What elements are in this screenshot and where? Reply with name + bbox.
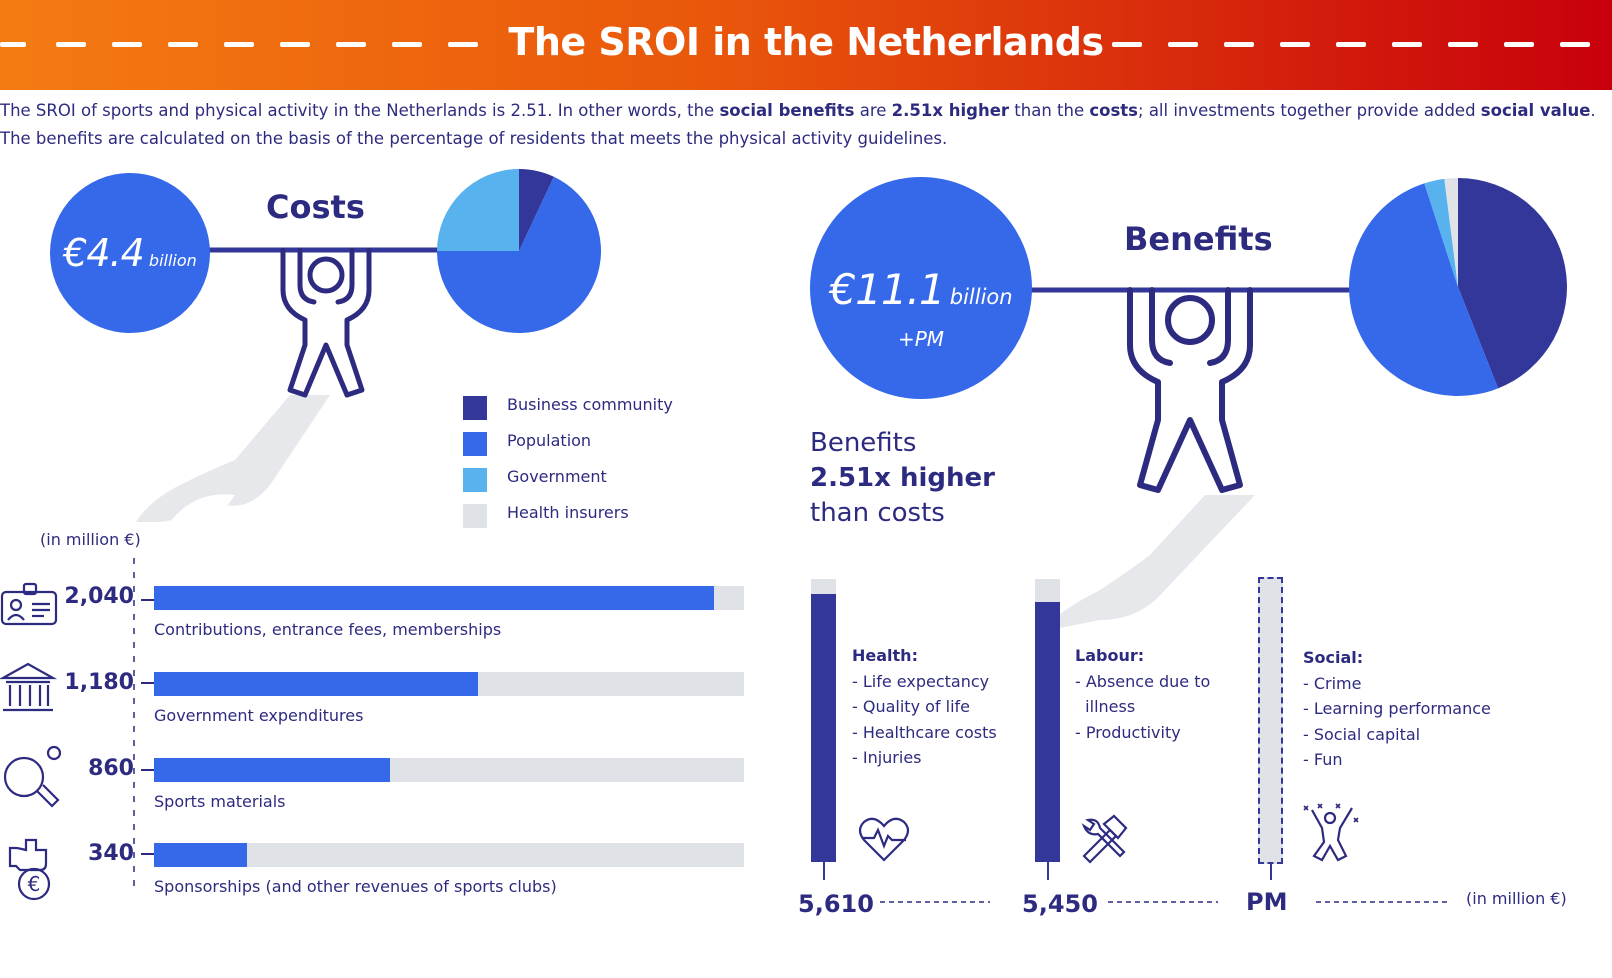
costs-amount: €4.4	[63, 231, 145, 275]
cost-bar-label: Government expenditures	[154, 706, 364, 725]
category-heading: Labour:	[1075, 646, 1145, 665]
costs-axis-lines	[133, 558, 154, 886]
benefits-unit-label: (in million €)	[1466, 889, 1567, 908]
benefit-bar-track	[811, 579, 836, 862]
category-heading: Health:	[852, 646, 918, 665]
costs-weightlifter-graphic	[136, 247, 450, 522]
benefit-bar-tick	[1269, 862, 1272, 880]
svg-text:€: €	[28, 872, 41, 896]
legend-swatch	[463, 504, 487, 528]
table-tennis-icon	[3, 745, 62, 808]
pie-slice-population	[437, 176, 601, 333]
cost-value: 340	[88, 841, 134, 866]
cost-bar-label: Sponsorships (and other revenues of spor…	[154, 877, 557, 896]
legend-swatch	[463, 468, 487, 492]
costs-pie-chart	[437, 169, 601, 333]
benefit-category-labour: Labour: - Absence due to illness - Produ…	[1075, 643, 1210, 745]
category-item: - Learning performance	[1303, 699, 1491, 718]
category-heading: Social:	[1303, 648, 1364, 667]
pie-slice-business-community	[519, 169, 554, 251]
benefit-bar-pm	[1258, 577, 1283, 864]
category-item: - Crime	[1303, 673, 1362, 693]
benefit-bar-tick	[822, 862, 825, 880]
page-title: The SROI in the Netherlands	[508, 20, 1104, 64]
hand-euro-coin-icon: €	[8, 838, 51, 901]
cost-bar-track	[154, 586, 744, 610]
cost-bar-track	[154, 672, 744, 696]
category-item: - Fun	[1303, 750, 1343, 769]
pie-slice-government	[1424, 178, 1458, 287]
benefits-extra: +PM	[897, 327, 945, 351]
social-value: PM	[1246, 888, 1288, 916]
benefit-bar	[1035, 601, 1060, 862]
pie-slice-health-insurers	[1444, 178, 1458, 287]
cost-bar	[154, 843, 248, 867]
benefit-bar-track	[1035, 579, 1060, 862]
benefit-bar	[811, 594, 836, 862]
benefits-weightlifter-graphic	[1030, 287, 1350, 632]
comparison-line1: Benefits	[810, 428, 917, 458]
costs-total-circle: €4.4 billion	[50, 173, 210, 333]
cost-bar-label: Contributions, entrance fees, membership…	[154, 620, 502, 639]
id-card-icon	[0, 582, 58, 626]
category-item: - Life expectancy	[852, 671, 990, 691]
benefits-total-circle: €11.1 billion +PM	[810, 177, 1032, 399]
cost-bar-track	[154, 843, 744, 867]
legend-label: Population	[507, 431, 592, 450]
cost-value: 2,040	[64, 584, 134, 609]
comparison-line3: than costs	[810, 498, 945, 528]
government-building-icon	[0, 662, 58, 712]
legend-swatch	[463, 432, 487, 456]
benefits-amount: €11.1	[829, 265, 945, 314]
category-item: - Productivity	[1075, 722, 1181, 742]
intro-text: The SROI of sports and physical activity…	[0, 101, 1596, 148]
category-item: - Healthcare costs	[852, 722, 997, 742]
benefit-category-social: Social: - Crime - Learning performance -…	[1303, 645, 1491, 773]
legend-label: Business community	[507, 395, 673, 414]
costs-unit: billion	[148, 251, 197, 270]
benefits-heading: Benefits	[1124, 220, 1273, 258]
cost-bar-track	[154, 758, 744, 782]
category-item: - Injuries	[852, 748, 922, 767]
cost-value: 860	[88, 756, 134, 781]
heart-pulse-icon	[858, 817, 910, 862]
header-banner: The SROI in the Netherlands	[0, 0, 1612, 90]
costs-unit-label: (in million €)	[40, 530, 141, 549]
hammer-wrench-icon	[1081, 814, 1128, 864]
benefits-pie-chart	[1348, 178, 1567, 397]
cost-bar	[154, 586, 714, 610]
benefit-bar-tick	[1046, 862, 1049, 880]
category-item: - Quality of life	[852, 697, 970, 716]
comparison-line2: 2.51x higher	[810, 463, 995, 493]
benefit-category-health: Health: - Life expectancy - Quality of l…	[852, 643, 997, 771]
health-value: 5,610	[798, 890, 874, 918]
labour-value: 5,450	[1022, 890, 1098, 918]
pie-slice-population	[1348, 183, 1499, 397]
costs-heading: Costs	[266, 188, 365, 226]
category-item: - Absence due to	[1075, 671, 1211, 691]
benefits-unit: billion	[949, 285, 1013, 309]
legend-swatch	[463, 396, 487, 420]
celebrating-person-icon	[1303, 803, 1359, 862]
cost-value: 1,180	[64, 670, 134, 695]
cost-bar	[154, 672, 478, 696]
pie-slice-government	[437, 169, 519, 251]
cost-bar-label: Sports materials	[154, 792, 286, 811]
pie-slice-business-community	[1458, 178, 1567, 389]
cost-bar	[154, 758, 390, 782]
bottom-dotted-lines	[880, 901, 1450, 903]
category-item: illness	[1075, 697, 1136, 716]
comparison-text: Benefits 2.51x higher than costs	[810, 426, 995, 531]
legend-label: Government	[507, 467, 607, 486]
category-item: - Social capital	[1303, 724, 1421, 744]
legend-label: Health insurers	[507, 503, 629, 522]
